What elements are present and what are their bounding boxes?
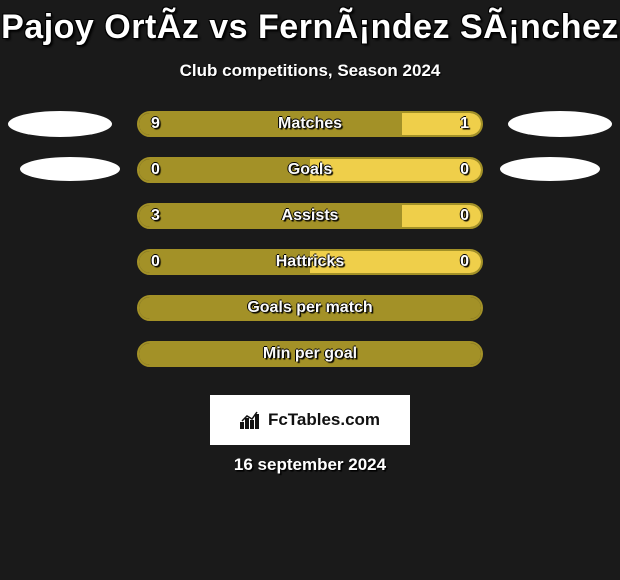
stat-fill-right: [402, 113, 481, 135]
subtitle: Club competitions, Season 2024: [0, 61, 620, 81]
stat-fill-right: [402, 205, 481, 227]
stats-container: Matches91 Goals00 Assists30 Hattricks00 Goal…: [0, 111, 620, 387]
stat-fill-right: [310, 251, 481, 273]
stat-row: Goals per match: [0, 295, 620, 341]
stat-fill-left: [139, 297, 481, 319]
stat-row: Hattricks00: [0, 249, 620, 295]
stat-bar: Assists30: [137, 203, 483, 229]
stat-fill-left: [139, 251, 310, 273]
date-text: 16 september 2024: [0, 455, 620, 475]
stat-fill-left: [139, 343, 481, 365]
player-oval-left-2: [20, 157, 120, 181]
stat-row: Min per goal: [0, 341, 620, 387]
player-oval-right-2: [500, 157, 600, 181]
stat-bar: Goals00: [137, 157, 483, 183]
stat-fill-right: [310, 159, 481, 181]
player-oval-right-1: [508, 111, 612, 137]
player-oval-left-1: [8, 111, 112, 137]
stat-fill-left: [139, 205, 402, 227]
brand-badge: FcTables.com: [210, 395, 410, 445]
stat-row: Assists30: [0, 203, 620, 249]
stat-fill-left: [139, 159, 310, 181]
brand-text: FcTables.com: [268, 410, 380, 430]
stat-bar: Goals per match: [137, 295, 483, 321]
stat-fill-left: [139, 113, 402, 135]
stat-bar: Hattricks00: [137, 249, 483, 275]
chart-icon: [240, 411, 262, 429]
stat-bar: Min per goal: [137, 341, 483, 367]
page-title: Pajoy OrtÃz vs FernÃ¡ndez SÃ¡nchez: [0, 0, 620, 47]
stat-bar: Matches91: [137, 111, 483, 137]
